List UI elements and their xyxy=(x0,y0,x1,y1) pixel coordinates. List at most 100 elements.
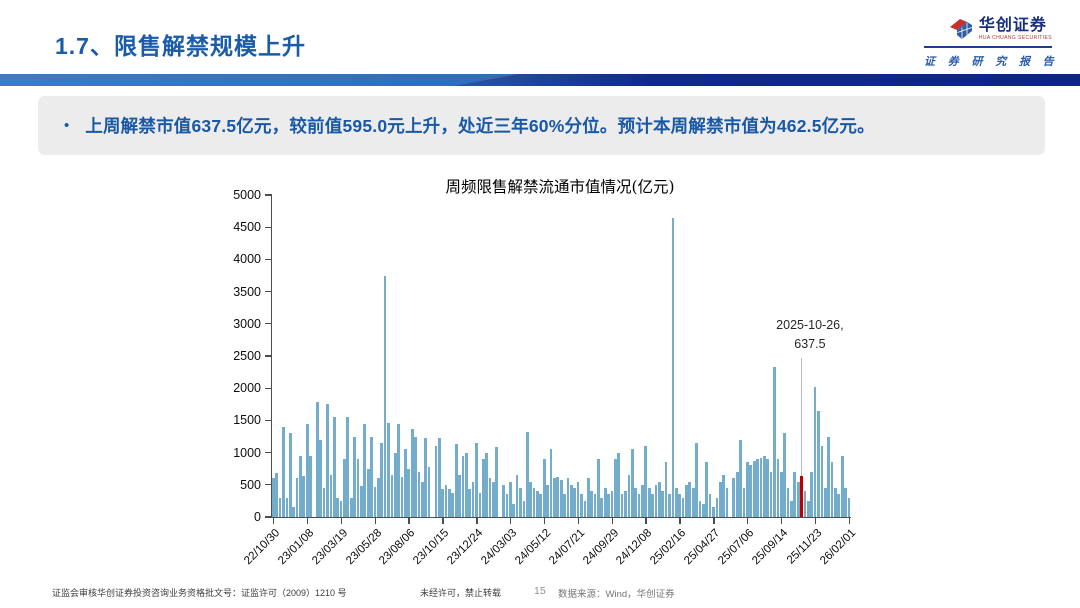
y-axis-tick xyxy=(265,323,272,325)
bar xyxy=(272,478,275,517)
x-axis-tick-label-text: 23/08/06 xyxy=(377,527,418,568)
chart-title: 周频限售解禁流通市值情况(亿元) xyxy=(445,178,675,196)
bar xyxy=(553,478,556,517)
bar xyxy=(322,488,326,517)
bar xyxy=(698,500,702,517)
y-axis-tick-label: 1000 xyxy=(233,445,261,460)
bar xyxy=(400,477,404,517)
bar xyxy=(563,494,566,517)
bar xyxy=(488,478,492,517)
bar xyxy=(837,494,841,517)
bar xyxy=(580,494,583,517)
bar xyxy=(295,478,299,517)
bar xyxy=(820,446,824,517)
x-axis-tick-label-text: 25/09/14 xyxy=(749,527,791,568)
logo-row: 华创证券 HUA CHUANG SECURITIES xyxy=(924,16,1052,48)
bar xyxy=(569,484,573,517)
bar xyxy=(278,497,282,517)
x-axis-tick xyxy=(747,517,749,524)
bar xyxy=(397,423,400,517)
bar xyxy=(485,452,489,517)
bar xyxy=(512,504,516,517)
bar xyxy=(590,491,593,517)
x-axis-tick-label-text: 25/07/06 xyxy=(716,527,757,568)
bar xyxy=(492,481,495,517)
bar xyxy=(620,494,624,517)
bar xyxy=(346,417,350,517)
company-logo: 华创证券 HUA CHUANG SECURITIES 证 券 研 究 报 告 xyxy=(924,16,1054,69)
x-axis-tick-label-text: 22/10/30 xyxy=(242,527,283,568)
bar xyxy=(766,459,770,517)
bar xyxy=(617,452,621,517)
bar xyxy=(292,507,296,517)
y-axis-tick-label: 0 xyxy=(254,510,261,524)
bar xyxy=(718,481,722,517)
x-axis-tick xyxy=(272,517,275,524)
bar xyxy=(417,471,421,517)
bullet-icon: • xyxy=(64,117,70,134)
bar xyxy=(647,488,651,517)
summary-text: 上周解禁市值637.5亿元，较前值595.0元上升，处近三年60%分位。预计本周… xyxy=(85,116,875,136)
y-axis-tick-label: 2000 xyxy=(233,381,261,396)
x-axis-tick xyxy=(306,517,309,524)
x-axis-tick-label-text: 24/03/03 xyxy=(479,527,520,568)
bar xyxy=(366,468,370,517)
bar xyxy=(749,465,753,517)
y-axis-tick xyxy=(265,194,272,196)
bar xyxy=(380,442,384,517)
bar xyxy=(834,488,837,517)
bar xyxy=(678,494,682,517)
bar xyxy=(461,455,465,517)
bar xyxy=(773,366,776,517)
annotation-date: 2025-10-26, xyxy=(776,317,844,332)
page-title: 1.7、限售解禁规模上升 xyxy=(55,33,306,59)
bar xyxy=(525,432,529,517)
bar xyxy=(661,491,665,517)
bar xyxy=(414,436,417,517)
y-axis-tick xyxy=(265,290,272,293)
bar xyxy=(515,475,519,517)
y-axis-tick-label: 2500 xyxy=(233,349,261,363)
x-axis-tick-label-text: 24/05/12 xyxy=(512,527,554,568)
bar xyxy=(370,436,373,517)
bar xyxy=(410,429,414,517)
bar xyxy=(742,488,746,517)
bar xyxy=(343,459,346,517)
bar xyxy=(576,481,580,517)
bar xyxy=(783,433,786,517)
bar xyxy=(695,442,698,517)
bar xyxy=(769,471,773,517)
bar xyxy=(536,491,539,517)
bar xyxy=(823,488,827,517)
bar xyxy=(827,436,830,517)
x-axis-tick xyxy=(848,517,850,524)
bar xyxy=(404,449,407,517)
bar xyxy=(668,494,671,517)
bar xyxy=(427,466,431,517)
bar xyxy=(502,484,505,517)
y-axis-tick-label: 3000 xyxy=(233,316,261,331)
y-axis-tick-label: 500 xyxy=(240,477,261,492)
bar xyxy=(597,459,600,517)
x-axis-tick xyxy=(374,517,376,524)
bar xyxy=(674,488,678,517)
bar xyxy=(495,447,499,517)
logo-text: 华创证券 HUA CHUANG SECURITIES xyxy=(979,17,1052,41)
bar xyxy=(790,500,793,517)
bar xyxy=(644,446,648,517)
bar xyxy=(407,468,411,517)
bar xyxy=(810,471,814,517)
bar xyxy=(546,484,549,517)
bar xyxy=(586,478,590,517)
x-axis-tick xyxy=(577,517,580,524)
bar xyxy=(559,479,563,517)
bar xyxy=(275,473,279,517)
huachuang-cube-icon xyxy=(949,19,972,39)
bar xyxy=(349,497,353,517)
bar xyxy=(779,471,783,517)
bar xyxy=(641,484,644,517)
x-axis-tick-label-text: 23/10/15 xyxy=(411,527,452,568)
bar xyxy=(722,475,726,517)
header-divider-bar xyxy=(0,74,1080,86)
bar xyxy=(762,455,766,517)
